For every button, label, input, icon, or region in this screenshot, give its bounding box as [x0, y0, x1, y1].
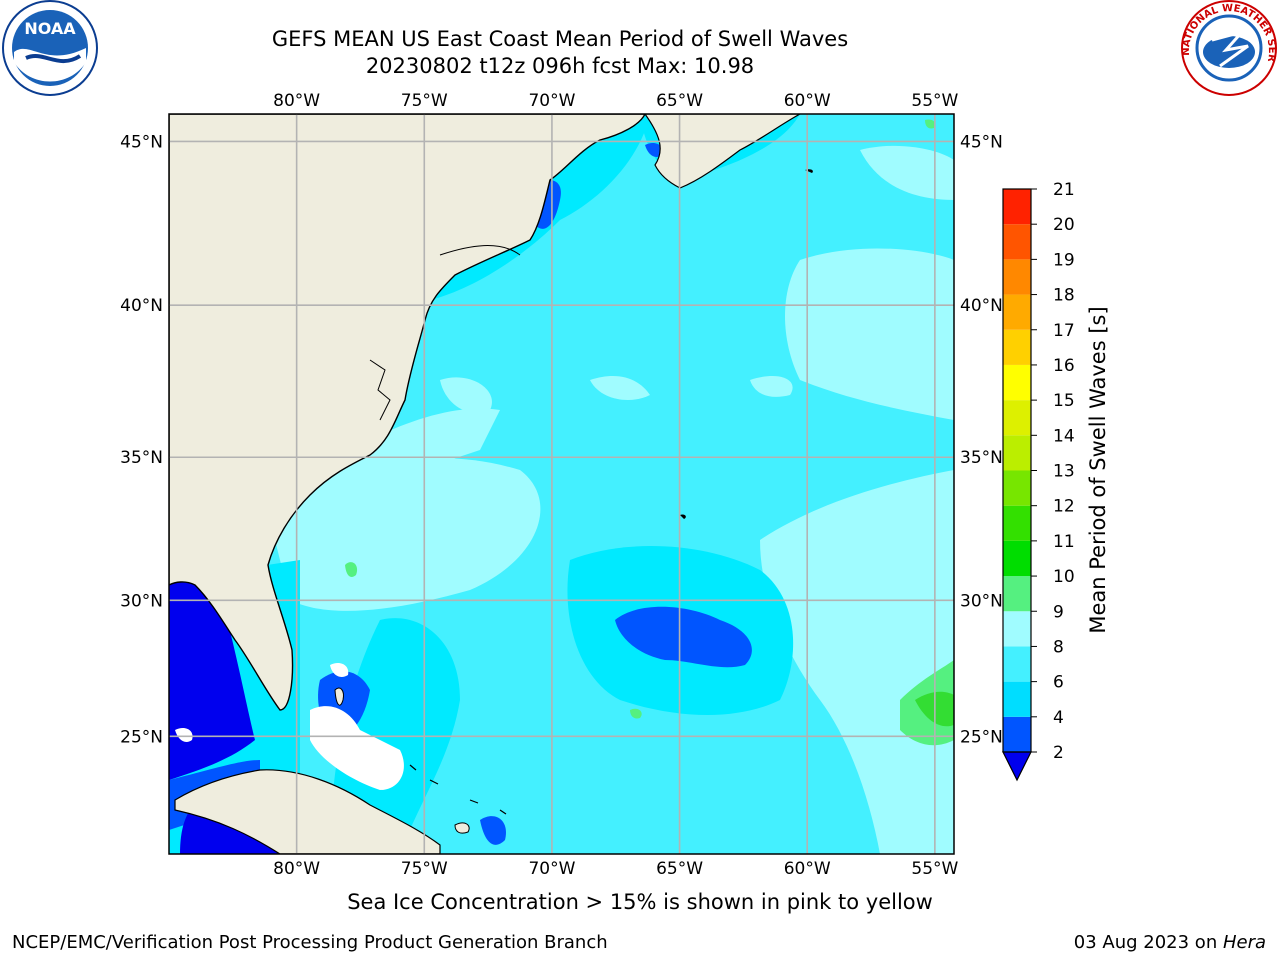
noaa-logo: NOAA: [2, 0, 98, 96]
land-cuba: [174, 769, 441, 854]
lon-label-bottom: 80°W: [273, 859, 320, 879]
colorbar-segment: [1003, 611, 1031, 647]
colorbar-tick-label: 21: [1053, 180, 1075, 200]
chart-title: GEFS MEAN US East Coast Mean Period of S…: [271, 27, 849, 51]
colorbar-segment: [1003, 576, 1031, 612]
colorbar-tick-label: 14: [1053, 426, 1075, 446]
colorbar-segment: [1003, 400, 1031, 436]
colorbar-tick-label: 6: [1053, 673, 1064, 693]
colorbar-tick-label: 10: [1053, 567, 1075, 587]
colorbar-segment: [1003, 646, 1031, 682]
colorbar-tick-label: 8: [1053, 637, 1064, 657]
colorbar: 2 4 6 8 9 10 11 12 13 14 15 16 17 18 19 20 21: [1002, 180, 1075, 782]
lat-label-left: 25°N: [120, 727, 163, 747]
colorbar-extend-arrow: [1002, 751, 1032, 782]
colorbar-tick-label: 20: [1053, 215, 1075, 235]
colorbar-tick-label: 13: [1053, 462, 1075, 482]
lat-label-left: 45°N: [120, 132, 163, 152]
map-frame: [168, 113, 955, 855]
colorbar-tick-label: 2: [1053, 743, 1064, 763]
colorbar-tick-label: 11: [1053, 532, 1075, 552]
lon-label-top: 80°W: [273, 91, 320, 111]
colorbar-tick-label: 9: [1053, 602, 1064, 622]
colorbar-segment: [1003, 470, 1031, 506]
lon-label-top: 60°W: [784, 91, 831, 111]
colorbar-tick-label: 17: [1053, 321, 1075, 341]
colorbar-tick-label: 15: [1053, 391, 1075, 411]
lon-label-top: 55°W: [911, 91, 958, 111]
lon-label-top: 70°W: [528, 91, 575, 111]
lat-label-left: 30°N: [120, 591, 163, 611]
lat-label-right: 45°N: [960, 132, 1003, 152]
colorbar-tick-label: 16: [1053, 356, 1075, 376]
sea-ice-note: Sea Ice Concentration > 15% is shown in …: [347, 890, 933, 914]
colorbar-tick-label: 4: [1053, 708, 1064, 728]
footer-credit: NCEP/EMC/Verification Post Processing Pr…: [12, 932, 608, 953]
lon-label-bottom: 55°W: [911, 859, 958, 879]
lon-label-bottom: 75°W: [401, 859, 448, 879]
land-nova-scotia: [644, 114, 801, 189]
colorbar-title: Mean Period of Swell Waves [s]: [1086, 306, 1110, 633]
colorbar-segment: [1003, 224, 1031, 260]
graticule: [169, 114, 954, 854]
lat-label-right: 25°N: [960, 727, 1003, 747]
colorbar-segment: [1003, 435, 1031, 471]
colorbar-segment: [1003, 681, 1031, 717]
lat-label-right: 30°N: [960, 591, 1003, 611]
footer-date-text: 03 Aug 2023 on: [1073, 932, 1223, 953]
colorbar-segment: [1003, 505, 1031, 541]
lon-label-bottom: 70°W: [528, 859, 575, 879]
svg-text:NOAA: NOAA: [24, 19, 76, 38]
footer-machine: Hera: [1222, 932, 1266, 953]
colorbar-segment: [1003, 259, 1031, 295]
colorbar-segment: [1003, 716, 1031, 752]
lat-label-right: 35°N: [960, 448, 1003, 468]
lon-label-top: 65°W: [656, 91, 703, 111]
colorbar-segment: [1003, 189, 1031, 225]
colorbar-segment: [1003, 364, 1031, 401]
land-andros: [334, 687, 344, 706]
lon-label-top: 75°W: [401, 91, 448, 111]
chart-subtitle: 20230802 t12z 096h fcst Max: 10.98: [365, 54, 755, 78]
colorbar-segment: [1003, 294, 1031, 330]
colorbar-tick-label: 19: [1053, 250, 1075, 270]
colorbar-segment: [1003, 540, 1031, 577]
axis-labels: 80°W 80°W 75°W 75°W 70°W 70°W 65°W 65°W 60°W 60°W…: [120, 91, 1003, 879]
swell-period-field: [169, 114, 954, 854]
lon-label-bottom: 60°W: [784, 859, 831, 879]
lat-label-right: 40°N: [960, 296, 1003, 316]
lat-label-left: 40°N: [120, 296, 163, 316]
lat-label-left: 35°N: [120, 448, 163, 468]
lon-label-bottom: 65°W: [656, 859, 703, 879]
colorbar-tick-label: 12: [1053, 497, 1075, 517]
footer-date: 03 Aug 2023 on Hera: [1074, 932, 1266, 953]
land-north-america: [169, 114, 646, 711]
colorbar-segment: [1003, 329, 1031, 365]
colorbar-tick-label: 18: [1053, 286, 1075, 306]
